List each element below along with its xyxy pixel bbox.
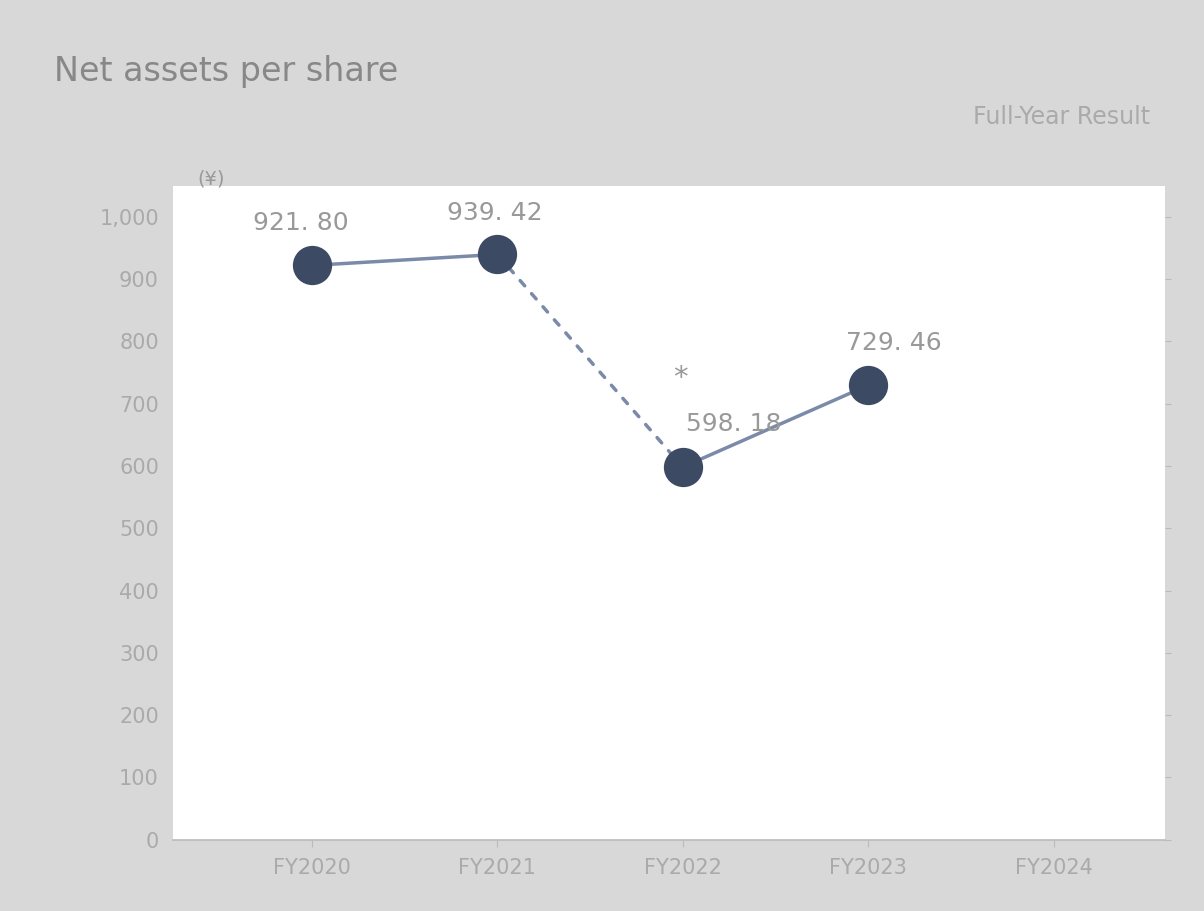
- Text: (¥): (¥): [197, 169, 224, 189]
- Point: [302, 258, 321, 272]
- Point: [673, 460, 692, 475]
- Text: *: *: [673, 364, 689, 393]
- Point: [488, 247, 507, 261]
- Text: 598. 18: 598. 18: [686, 412, 781, 435]
- Text: Full-Year Result: Full-Year Result: [973, 105, 1150, 128]
- Text: 729. 46: 729. 46: [846, 332, 942, 355]
- Text: Net assets per share: Net assets per share: [54, 55, 399, 87]
- Text: 921. 80: 921. 80: [253, 211, 348, 236]
- Point: [858, 378, 878, 393]
- Text: 939. 42: 939. 42: [447, 200, 543, 224]
